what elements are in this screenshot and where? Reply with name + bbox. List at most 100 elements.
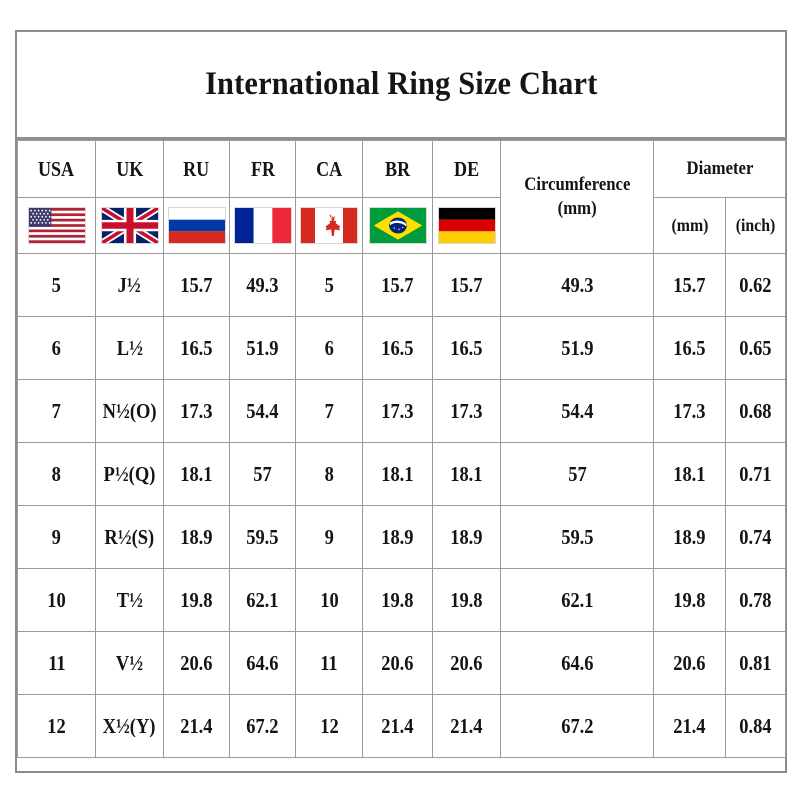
cell-diameter-mm: 18.1 — [653, 442, 726, 506]
ring-size-table: USA UK RU FR CA BR DE Circumference (mm)… — [17, 140, 786, 758]
cell-br-value: 21.4 — [381, 713, 414, 738]
cell-usa: 10 — [17, 568, 96, 632]
header-row-flags: (mm) (inch) — [17, 197, 786, 254]
cell-circumference-value: 54.4 — [560, 398, 594, 423]
cell-de: 20.6 — [432, 631, 501, 695]
cell-usa-value: 10 — [47, 587, 66, 612]
cell-diameter-mm-value: 20.6 — [673, 650, 706, 675]
header-br: BR — [362, 140, 433, 198]
cell-circumference-value: 64.6 — [560, 650, 594, 675]
cell-uk: P½(Q) — [95, 442, 164, 506]
cell-circumference-value: 67.2 — [560, 713, 594, 738]
cell-fr-value: 62.1 — [246, 587, 279, 612]
cell-de: 15.7 — [432, 253, 501, 317]
header-diameter-mm: (mm) — [653, 197, 726, 254]
table-row: 10 T½ 19.8 62.1 10 19.8 19.8 62.1 19.8 0… — [17, 568, 786, 632]
header-fr: FR — [229, 140, 296, 198]
chart-frame: International Ring Size Chart USA UK RU … — [15, 30, 787, 773]
flag-cell-uk — [95, 197, 164, 254]
cell-circumference-value: 49.3 — [560, 272, 594, 297]
header-circumference: Circumference (mm) — [500, 140, 654, 254]
cell-diameter-inch: 0.74 — [725, 505, 786, 569]
flag-cell-ca — [295, 197, 363, 254]
cell-de: 21.4 — [432, 694, 501, 758]
flag-cell-usa — [17, 197, 96, 254]
cell-usa: 5 — [17, 253, 96, 317]
cell-de-value: 18.1 — [450, 461, 483, 486]
cell-fr: 49.3 — [229, 253, 296, 317]
cell-ca-value: 5 — [324, 272, 334, 297]
cell-ru: 18.1 — [163, 442, 230, 506]
cell-diameter-inch-value: 0.71 — [739, 461, 772, 486]
cell-usa-value: 12 — [47, 713, 66, 738]
cell-usa: 12 — [17, 694, 96, 758]
header-ca-label: CA — [315, 156, 343, 181]
header-diameter-mm-label: (mm) — [671, 215, 708, 235]
cell-ru: 18.9 — [163, 505, 230, 569]
cell-de-value: 16.5 — [450, 335, 483, 360]
cell-fr: 59.5 — [229, 505, 296, 569]
cell-diameter-mm-value: 16.5 — [673, 335, 706, 360]
cell-uk: T½ — [95, 568, 164, 632]
cell-diameter-mm: 18.9 — [653, 505, 726, 569]
cell-de-value: 21.4 — [450, 713, 483, 738]
title-band: International Ring Size Chart — [17, 32, 785, 140]
cell-uk: X½(Y) — [95, 694, 164, 758]
header-diameter-inch-label: (inch) — [735, 215, 776, 235]
flag-fr-icon — [233, 207, 292, 244]
flag-ca-icon — [300, 207, 358, 244]
cell-ru: 15.7 — [163, 253, 230, 317]
cell-usa-value: 5 — [51, 272, 62, 297]
table-row: 5 J½ 15.7 49.3 5 15.7 15.7 49.3 15.7 0.6… — [17, 253, 786, 317]
cell-diameter-mm: 17.3 — [653, 379, 726, 443]
cell-diameter-mm: 19.8 — [653, 568, 726, 632]
cell-diameter-mm-value: 21.4 — [673, 713, 706, 738]
cell-diameter-mm-value: 18.1 — [673, 461, 706, 486]
table-row: 8 P½(Q) 18.1 57 8 18.1 18.1 57 18.1 0.71 — [17, 442, 786, 506]
cell-fr: 51.9 — [229, 316, 296, 380]
cell-br-value: 19.8 — [381, 587, 414, 612]
cell-diameter-mm-value: 18.9 — [673, 524, 706, 549]
cell-usa: 7 — [17, 379, 96, 443]
cell-usa-value: 8 — [51, 461, 62, 486]
cell-uk-value: J½ — [117, 272, 142, 297]
cell-diameter-inch-value: 0.65 — [739, 335, 772, 360]
cell-diameter-inch: 0.68 — [725, 379, 786, 443]
cell-ru-value: 20.6 — [180, 650, 213, 675]
cell-circumference: 49.3 — [500, 253, 654, 317]
cell-diameter-inch: 0.84 — [725, 694, 786, 758]
table-row: 11 V½ 20.6 64.6 11 20.6 20.6 64.6 20.6 0… — [17, 631, 786, 695]
flag-usa-icon — [27, 207, 86, 244]
cell-ca-value: 6 — [324, 335, 334, 360]
cell-ca-value: 11 — [320, 650, 338, 675]
cell-fr: 62.1 — [229, 568, 296, 632]
cell-de-value: 15.7 — [450, 272, 483, 297]
cell-circumference-value: 51.9 — [560, 335, 594, 360]
cell-fr: 64.6 — [229, 631, 296, 695]
cell-diameter-mm: 15.7 — [653, 253, 726, 317]
cell-br: 20.6 — [362, 631, 433, 695]
cell-diameter-mm-value: 19.8 — [673, 587, 706, 612]
cell-ru: 20.6 — [163, 631, 230, 695]
header-ca: CA — [295, 140, 363, 198]
table-row: 12 X½(Y) 21.4 67.2 12 21.4 21.4 67.2 21.… — [17, 694, 786, 758]
cell-ca: 10 — [295, 568, 363, 632]
cell-uk-value: P½(Q) — [103, 461, 156, 486]
header-br-label: BR — [384, 156, 411, 181]
cell-fr-value: 54.4 — [246, 398, 279, 423]
header-circumference-unit: (mm) — [557, 198, 597, 219]
cell-diameter-inch: 0.78 — [725, 568, 786, 632]
cell-ru-value: 19.8 — [180, 587, 213, 612]
cell-de-value: 18.9 — [450, 524, 483, 549]
header-usa: USA — [17, 140, 96, 198]
flag-ru-icon — [167, 207, 226, 244]
cell-ca: 7 — [295, 379, 363, 443]
cell-uk-value: L½ — [116, 335, 143, 360]
cell-ru-value: 15.7 — [180, 272, 213, 297]
table-row: 7 N½(O) 17.3 54.4 7 17.3 17.3 54.4 17.3 … — [17, 379, 786, 443]
cell-uk: R½(S) — [95, 505, 164, 569]
cell-ca: 8 — [295, 442, 363, 506]
cell-de: 17.3 — [432, 379, 501, 443]
cell-diameter-inch-value: 0.68 — [739, 398, 772, 423]
cell-br: 16.5 — [362, 316, 433, 380]
